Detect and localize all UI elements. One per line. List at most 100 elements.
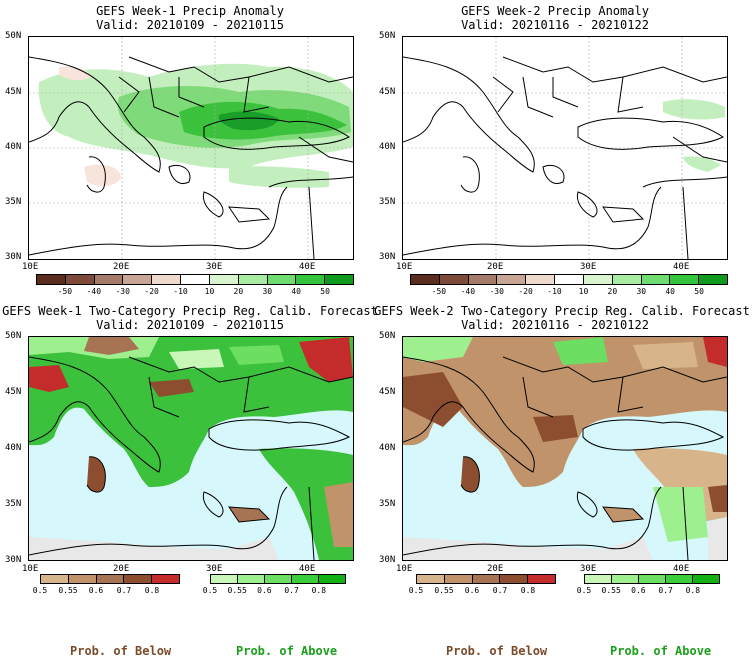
above-colorbar-week2-label: 0.55 — [601, 586, 621, 595]
anomaly-colorbar-week2-swatch-10 — [699, 275, 727, 284]
anomaly-colorbar-week2-swatch-6 — [583, 275, 613, 284]
lat-label-30n: 30N — [5, 252, 22, 262]
valid-week2-anomaly: Valid: 20210116 - 20210122 — [461, 18, 649, 32]
anomaly-colorbar-week2-label: 50 — [694, 287, 704, 296]
above-colorbar-week2-swatch-4 — [693, 575, 719, 583]
title-week2-anomaly: GEFS Week-2 Precip Anomaly — [461, 4, 649, 18]
above-colorbar-week2-label: 0.5 — [576, 586, 592, 595]
above-colorbar-week2-label: 0.7 — [658, 586, 673, 595]
lon-label-30e: 30E — [580, 262, 597, 272]
title-week1-probability: GEFS Week-1 Two-Category Precip Reg. Cal… — [2, 304, 378, 318]
above-colorbar-week1-swatch-3 — [292, 575, 319, 583]
anomaly-colorbar-week2-swatch-8 — [641, 275, 671, 284]
lat-label-50n: 50N — [379, 31, 396, 41]
lat-label-50n: 50N — [5, 331, 22, 341]
lat-label-40n: 40N — [5, 443, 22, 453]
lon-label-10e: 10E — [22, 564, 39, 574]
above-colorbar-week1-label: 0.8 — [311, 586, 327, 595]
anomaly-colorbar-week1-label: -50 — [57, 287, 73, 296]
lon-label-20e: 20E — [113, 564, 130, 574]
below-colorbar-week1-label: 0.55 — [58, 586, 78, 595]
anomaly-colorbar-week1-swatch-3 — [123, 275, 153, 284]
above-colorbar-week2-label: 0.8 — [685, 586, 701, 595]
below-colorbar-week2-swatch-3 — [500, 575, 529, 583]
anomaly-colorbar-week1-swatch-10 — [325, 275, 353, 284]
lon-label-30e: 30E — [206, 564, 223, 574]
lon-label-30e: 30E — [580, 564, 597, 574]
legend-prob-above-right: Prob. of Above — [610, 644, 712, 658]
lat-label-50n: 50N — [379, 331, 396, 341]
below-colorbar-week2-swatch-2 — [472, 575, 501, 583]
lat-label-40n: 40N — [5, 142, 22, 152]
anomaly-colorbar-week1 — [36, 274, 354, 285]
anomaly-colorbar-week2 — [410, 274, 728, 285]
lat-label-35n: 35N — [379, 499, 396, 509]
below-colorbar-week2-label: 0.5 — [408, 586, 424, 595]
anomaly-colorbar-week2-label: -30 — [489, 287, 504, 296]
anomaly-colorbar-week1-swatch-4 — [152, 275, 182, 284]
below-colorbar-week2-swatch-0 — [417, 575, 445, 583]
map-week1-probability — [28, 336, 354, 561]
below-colorbar-week1-swatch-3 — [124, 575, 153, 583]
lon-label-10e: 10E — [396, 564, 413, 574]
below-colorbar-week1-swatch-2 — [96, 575, 125, 583]
lat-label-45n: 45N — [379, 387, 396, 397]
lon-label-40e: 40E — [673, 564, 690, 574]
below-colorbar-week2-label: 0.55 — [434, 586, 454, 595]
lat-label-30n: 30N — [379, 555, 396, 565]
anomaly-colorbar-week1-label: -20 — [144, 287, 159, 296]
lon-label-20e: 20E — [487, 262, 504, 272]
below-colorbar-week2-label: 0.8 — [520, 586, 536, 595]
anomaly-colorbar-week1-label: 50 — [320, 287, 330, 296]
valid-week2-probability: Valid: 20210116 - 20210122 — [461, 318, 649, 332]
anomaly-colorbar-week2-label: 40 — [665, 287, 675, 296]
above-colorbar-week2-swatch-0 — [585, 575, 612, 583]
below-colorbar-week1-label: 0.6 — [88, 586, 104, 595]
map-week2-anomaly — [402, 36, 728, 260]
anomaly-colorbar-week1-label: 30 — [262, 287, 273, 296]
anomaly-colorbar-week1-label: 10 — [204, 287, 215, 296]
below-colorbar-week2-label: 0.7 — [492, 586, 508, 595]
anomaly-colorbar-week1-label: -30 — [115, 287, 130, 296]
lat-label-35n: 35N — [5, 197, 22, 207]
above-colorbar-week1-label: 0.55 — [227, 586, 247, 595]
anomaly-colorbar-week1-swatch-1 — [65, 275, 95, 284]
anomaly-colorbar-week2-swatch-7 — [612, 275, 642, 284]
anomaly-colorbar-week2-label: 20 — [607, 287, 618, 296]
map-week2-probability — [402, 336, 728, 561]
above-colorbar-week1-label: 0.5 — [202, 586, 218, 595]
below-colorbar-week2-swatch-1 — [444, 575, 473, 583]
anomaly-colorbar-week2-swatch-4 — [526, 275, 556, 284]
anomaly-colorbar-week2-label: 30 — [636, 287, 647, 296]
title-week1-anomaly: GEFS Week-1 Precip Anomaly — [96, 4, 284, 18]
legend-prob-below-right: Prob. of Below — [446, 644, 548, 658]
lat-label-30n: 30N — [5, 555, 22, 565]
valid-week1-anomaly: Valid: 20210109 - 20210115 — [96, 18, 284, 32]
anomaly-colorbar-week1-swatch-2 — [94, 275, 124, 284]
anomaly-colorbar-week2-label: -20 — [518, 287, 533, 296]
anomaly-colorbar-week1-swatch-8 — [267, 275, 297, 284]
lat-label-40n: 40N — [379, 443, 396, 453]
anomaly-colorbar-week1-label: -10 — [173, 287, 188, 296]
above-colorbar-week1 — [210, 574, 346, 584]
lon-label-10e: 10E — [22, 262, 39, 272]
map-week1-anomaly — [28, 36, 354, 260]
lon-label-10e: 10E — [396, 262, 413, 272]
above-colorbar-week1-label: 0.7 — [284, 586, 299, 595]
above-colorbar-week2-swatch-1 — [612, 575, 639, 583]
below-colorbar-week1-swatch-0 — [41, 575, 69, 583]
anomaly-colorbar-week1-swatch-9 — [296, 275, 326, 284]
anomaly-colorbar-week2-swatch-9 — [670, 275, 700, 284]
above-colorbar-week1-label: 0.6 — [257, 586, 272, 595]
legend-prob-above-left: Prob. of Above — [236, 644, 338, 658]
below-colorbar-week2 — [416, 574, 556, 584]
anomaly-colorbar-week2-swatch-2 — [468, 275, 498, 284]
anomaly-colorbar-week1-swatch-5 — [181, 275, 210, 284]
anomaly-colorbar-week2-swatch-3 — [497, 275, 527, 284]
anomaly-colorbar-week2-swatch-1 — [439, 275, 469, 284]
lon-label-30e: 30E — [206, 262, 223, 272]
lon-label-20e: 20E — [113, 262, 130, 272]
above-colorbar-week1-swatch-4 — [319, 575, 345, 583]
anomaly-colorbar-week2-label: 10 — [578, 287, 589, 296]
anomaly-colorbar-week1-swatch-7 — [238, 275, 268, 284]
